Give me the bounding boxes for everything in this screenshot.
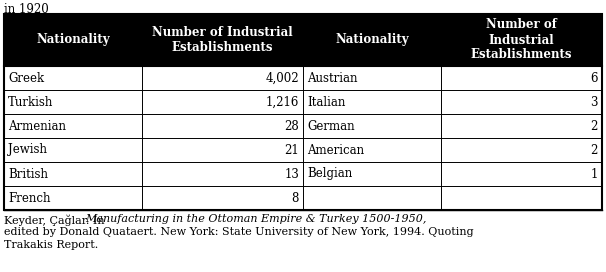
Text: Number of Industrial
Establishments: Number of Industrial Establishments [152,26,293,54]
Bar [4,114,602,138]
Text: 6: 6 [590,72,598,85]
Text: 28: 28 [284,119,299,132]
Bar [4,14,602,210]
Text: in 1920: in 1920 [4,3,48,16]
Text: American: American [307,144,364,156]
Bar [4,162,602,186]
Text: Nationality: Nationality [335,33,409,47]
Text: edited by Donald Quataert. New York: State University of New York, 1994. Quoting: edited by Donald Quataert. New York: Sta… [4,227,474,237]
Text: Turkish: Turkish [8,95,53,109]
Text: Belgian: Belgian [307,168,352,181]
Text: Nationality: Nationality [36,33,110,47]
Text: Manufacturing in the Ottoman Empire & Turkey 1500-1950,: Manufacturing in the Ottoman Empire & Tu… [85,214,427,224]
Text: French: French [8,191,50,205]
Text: 4,002: 4,002 [265,72,299,85]
Text: 1: 1 [591,168,598,181]
Text: 8: 8 [291,191,299,205]
Text: Italian: Italian [307,95,345,109]
Text: British: British [8,168,48,181]
Text: 3: 3 [590,95,598,109]
Bar [4,14,602,66]
Bar [4,186,602,210]
Text: 1,216: 1,216 [265,95,299,109]
Text: 13: 13 [284,168,299,181]
Text: Keyder, Çağlar. In: Keyder, Çağlar. In [4,214,108,225]
Bar [4,66,602,90]
Text: Armenian: Armenian [8,119,66,132]
Text: Austrian: Austrian [307,72,358,85]
Text: German: German [307,119,355,132]
Text: Number of
Industrial
Establishments: Number of Industrial Establishments [471,18,573,61]
Text: 2: 2 [591,119,598,132]
Text: Jewish: Jewish [8,144,47,156]
Bar [4,138,602,162]
Bar [4,90,602,114]
Text: Greek: Greek [8,72,44,85]
Text: Trakakis Report.: Trakakis Report. [4,240,98,250]
Text: 21: 21 [284,144,299,156]
Text: 2: 2 [591,144,598,156]
